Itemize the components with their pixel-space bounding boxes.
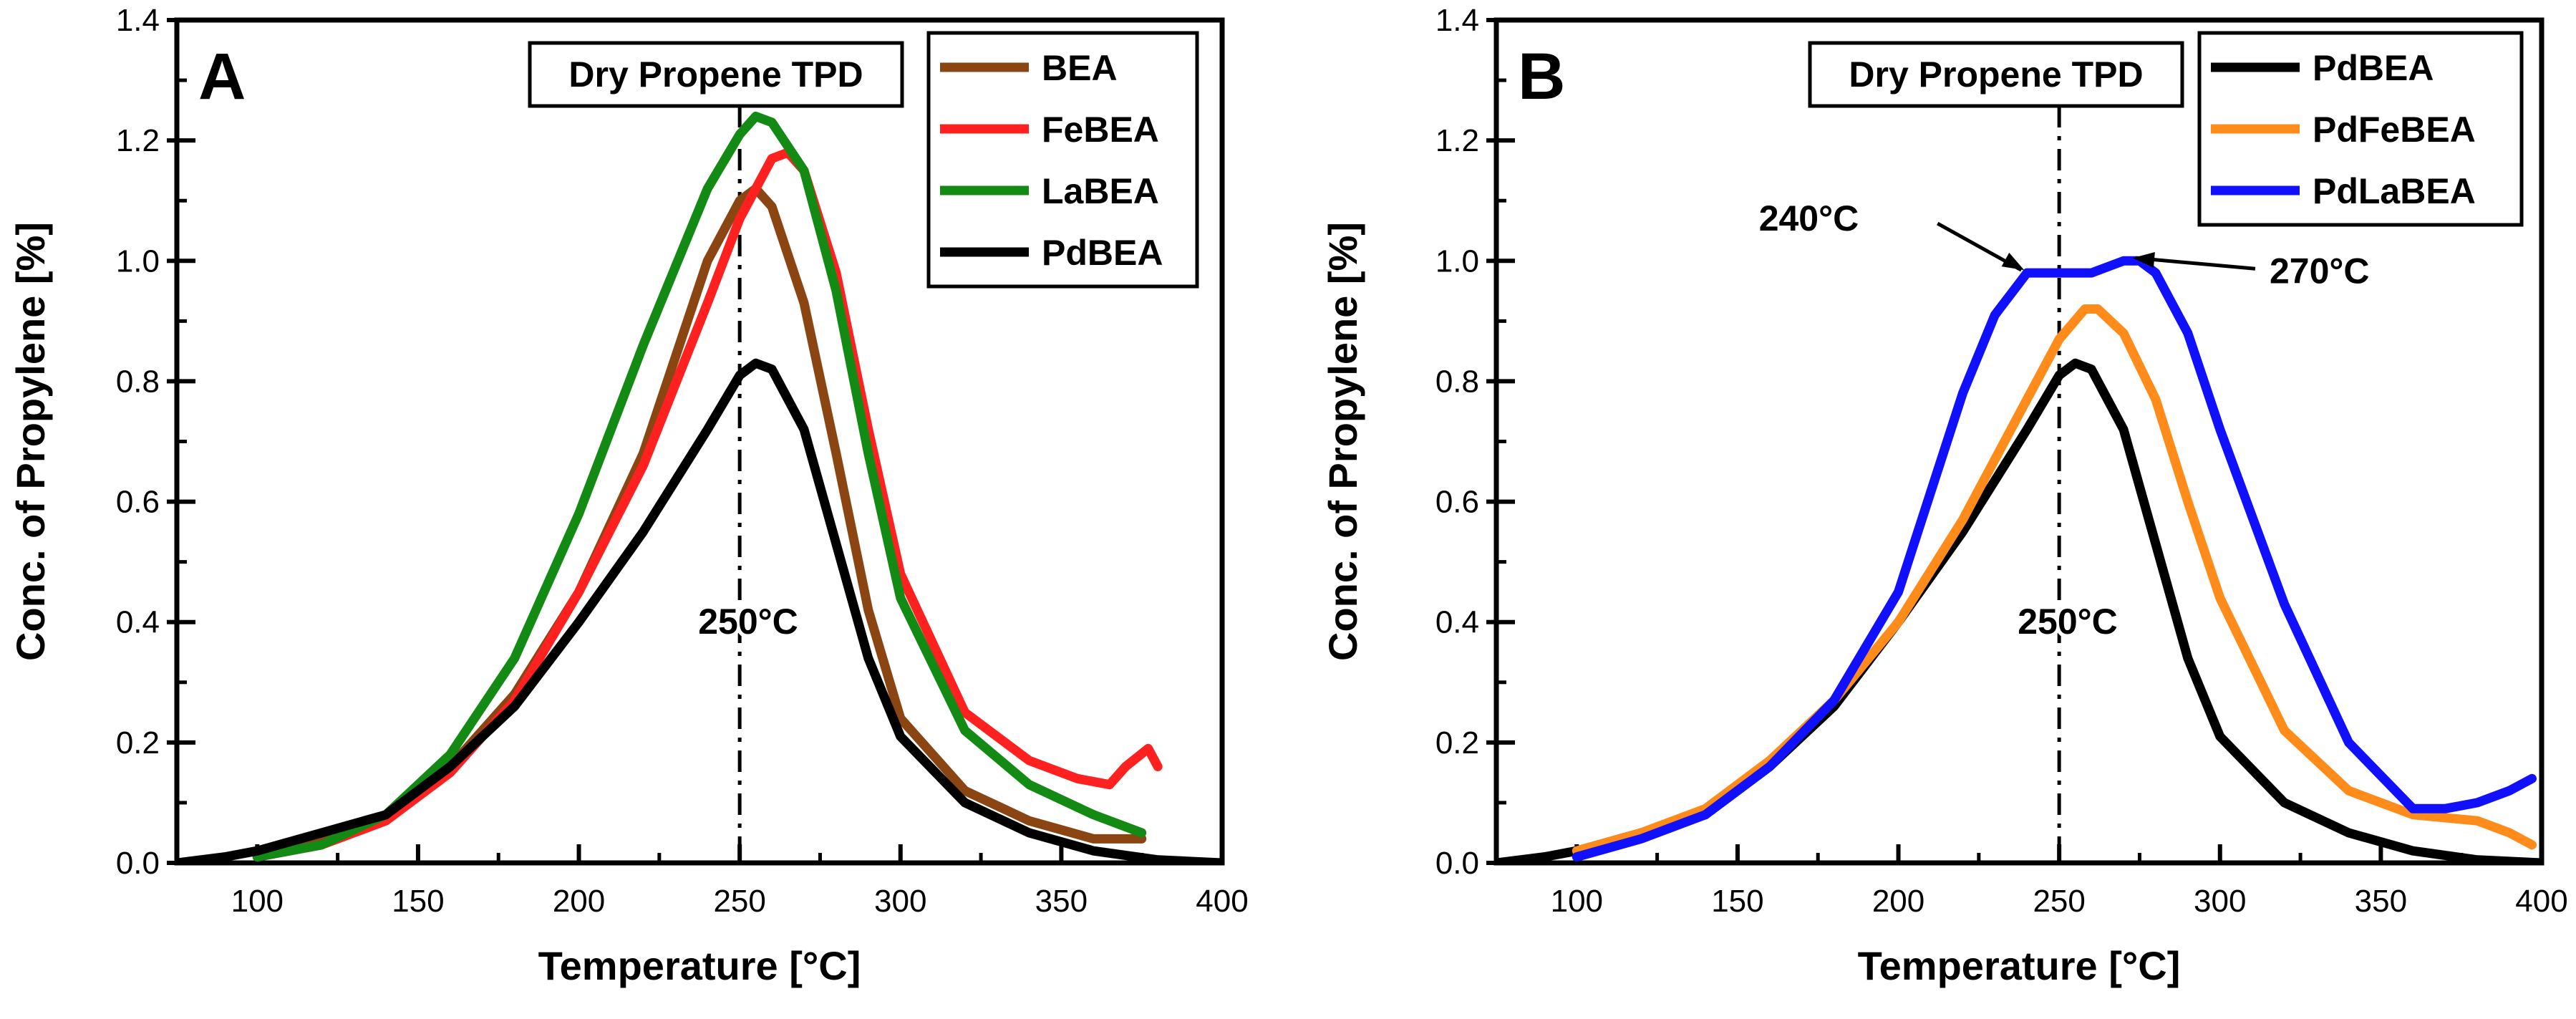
y-axis-label: Conc. of Propylene [%] xyxy=(1320,222,1365,661)
legend-label: FeBEA xyxy=(1042,110,1159,150)
annotation-label: 270°C xyxy=(2270,251,2370,291)
annotation-arrow-line xyxy=(2135,256,2256,271)
y-tick-label: 0.8 xyxy=(1435,364,1479,399)
y-tick-label: 1.0 xyxy=(1435,243,1479,279)
chart-title: Dry Propene TPD xyxy=(1849,54,2143,95)
y-tick-label: 0.6 xyxy=(1435,485,1479,520)
x-tick-label: 250 xyxy=(713,884,765,919)
legend-label: LaBEA xyxy=(1042,171,1159,211)
x-tick-label: 300 xyxy=(2194,884,2246,919)
reference-label: 250°C xyxy=(2018,602,2118,642)
y-tick-label: 0.4 xyxy=(1435,605,1479,640)
legend-box xyxy=(926,31,1199,289)
panel-label: A xyxy=(198,40,246,113)
series-line-pdlabea xyxy=(1572,256,2537,862)
y-tick-label: 0.0 xyxy=(116,846,160,881)
y-tick-label: 1.4 xyxy=(1435,3,1479,38)
title-box xyxy=(1808,41,2184,108)
y-tick-label: 0.4 xyxy=(116,605,160,640)
x-tick-label: 400 xyxy=(1196,884,1248,919)
y-tick-label: 1.2 xyxy=(1435,123,1479,158)
panel-label: B xyxy=(1518,40,1565,113)
legend-label: PdFeBEA xyxy=(2313,110,2476,150)
annotation-arrow-head xyxy=(2132,252,2155,268)
title-box xyxy=(528,41,904,108)
x-tick-label: 250 xyxy=(2033,884,2085,919)
y-tick-label: 0.0 xyxy=(1435,846,1479,881)
legend-label: PdBEA xyxy=(1042,233,1163,273)
x-tick-label: 150 xyxy=(1711,884,1763,919)
series-group xyxy=(1496,256,2542,863)
x-tick-label: 200 xyxy=(1872,884,1924,919)
y-tick-label: 0.8 xyxy=(116,364,160,399)
x-tick-label: 200 xyxy=(553,884,605,919)
x-tick-label: 300 xyxy=(874,884,926,919)
y-tick-label: 1.4 xyxy=(116,3,160,38)
y-tick-label: 0.2 xyxy=(1435,725,1479,760)
reference-label: 250°C xyxy=(698,602,798,642)
legend-label: PdLaBEA xyxy=(2313,171,2476,211)
x-tick-label: 350 xyxy=(1035,884,1088,919)
series-line-labea xyxy=(252,112,1147,862)
y-tick-label: 1.0 xyxy=(116,243,160,279)
x-tick-label: 100 xyxy=(231,884,284,919)
y-tick-label: 1.2 xyxy=(116,123,160,158)
y-tick-label: 0.2 xyxy=(116,725,160,760)
legend-label: PdBEA xyxy=(2313,48,2434,88)
x-tick-label: 350 xyxy=(2355,884,2407,919)
x-tick-label: 100 xyxy=(1551,884,1603,919)
x-axis-label: Temperature [°C] xyxy=(538,943,861,988)
series-group xyxy=(177,112,1222,863)
chart-panel-a: 100 150 200 250 300 350 400 0.0 0.2 0.4 0.6 0.8 1.0 1… xyxy=(8,3,1249,988)
chart-title: Dry Propene TPD xyxy=(568,54,863,95)
chart-panel-b: 100 150 200 250 300 350 400 0.0 0.2 0.4 0.6 0.8 1.0 1… xyxy=(1320,3,2568,988)
annotation-label: 240°C xyxy=(1759,198,1859,238)
x-tick-label: 400 xyxy=(2515,884,2567,919)
x-tick-label: 150 xyxy=(392,884,444,919)
y-axis-label: Conc. of Propylene [%] xyxy=(8,222,53,661)
annotation-arrow-head xyxy=(2001,252,2025,271)
y-tick-label: 0.6 xyxy=(116,485,160,520)
series-line-pdbea xyxy=(177,358,1222,863)
x-axis-label: Temperature [°C] xyxy=(1858,943,2181,988)
legend-label: BEA xyxy=(1042,48,1118,88)
series-line-bea xyxy=(252,183,1147,862)
